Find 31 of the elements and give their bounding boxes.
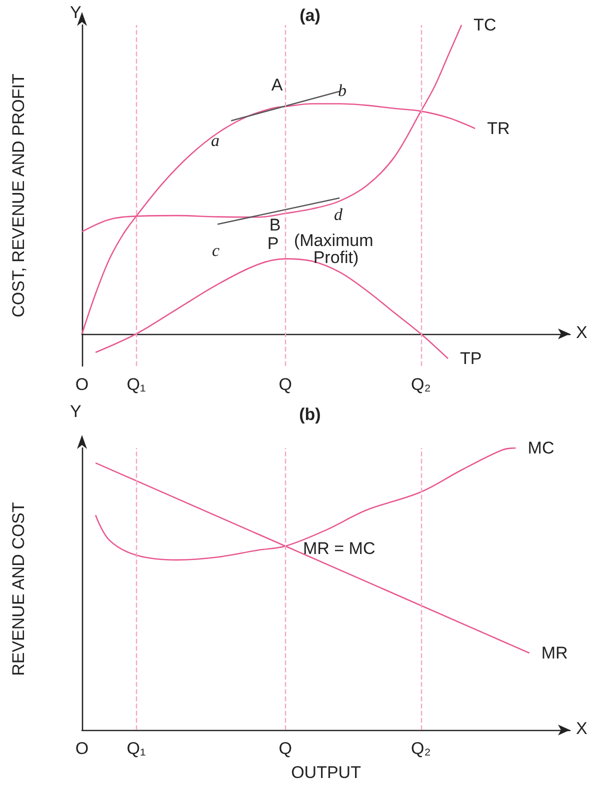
annotation: b <box>338 81 346 100</box>
x-tick-label: Q <box>278 739 292 758</box>
x-tick-label: Q₁ <box>126 375 146 394</box>
x-tick-label: O <box>75 739 89 758</box>
series-label: TC <box>474 16 496 34</box>
text: X <box>576 322 588 342</box>
x-axis-title: OUTPUT <box>291 763 361 782</box>
annotation: d <box>334 205 343 224</box>
x-tick-label: Q₂ <box>410 739 431 758</box>
x-tick-label: Q <box>278 375 292 394</box>
text: Y <box>70 3 82 22</box>
annotation: A <box>271 76 284 95</box>
text: Y <box>70 402 82 421</box>
chart-title: (a) <box>300 6 320 25</box>
y-axis-title: COST, REVENUE AND PROFIT <box>9 74 28 318</box>
annotation: B <box>269 215 281 234</box>
x-tick-label: Q₂ <box>410 375 431 394</box>
annotation: MR = MC <box>303 539 376 558</box>
annotation: (Maximum Profit) <box>294 231 378 267</box>
annotation: P <box>267 234 279 253</box>
annotation: c <box>212 241 220 260</box>
annotation: a <box>211 131 220 150</box>
series-label: TP <box>460 349 482 368</box>
text: X <box>576 719 588 738</box>
series-label: MR <box>541 644 568 663</box>
series-label: TR <box>487 118 510 138</box>
series-label: MC <box>528 438 554 458</box>
x-tick-label: Q₁ <box>126 739 146 758</box>
chart-title: (b) <box>299 405 321 424</box>
x-tick-label: O <box>75 375 89 394</box>
y-axis-title: REVENUE AND COST <box>9 502 28 676</box>
